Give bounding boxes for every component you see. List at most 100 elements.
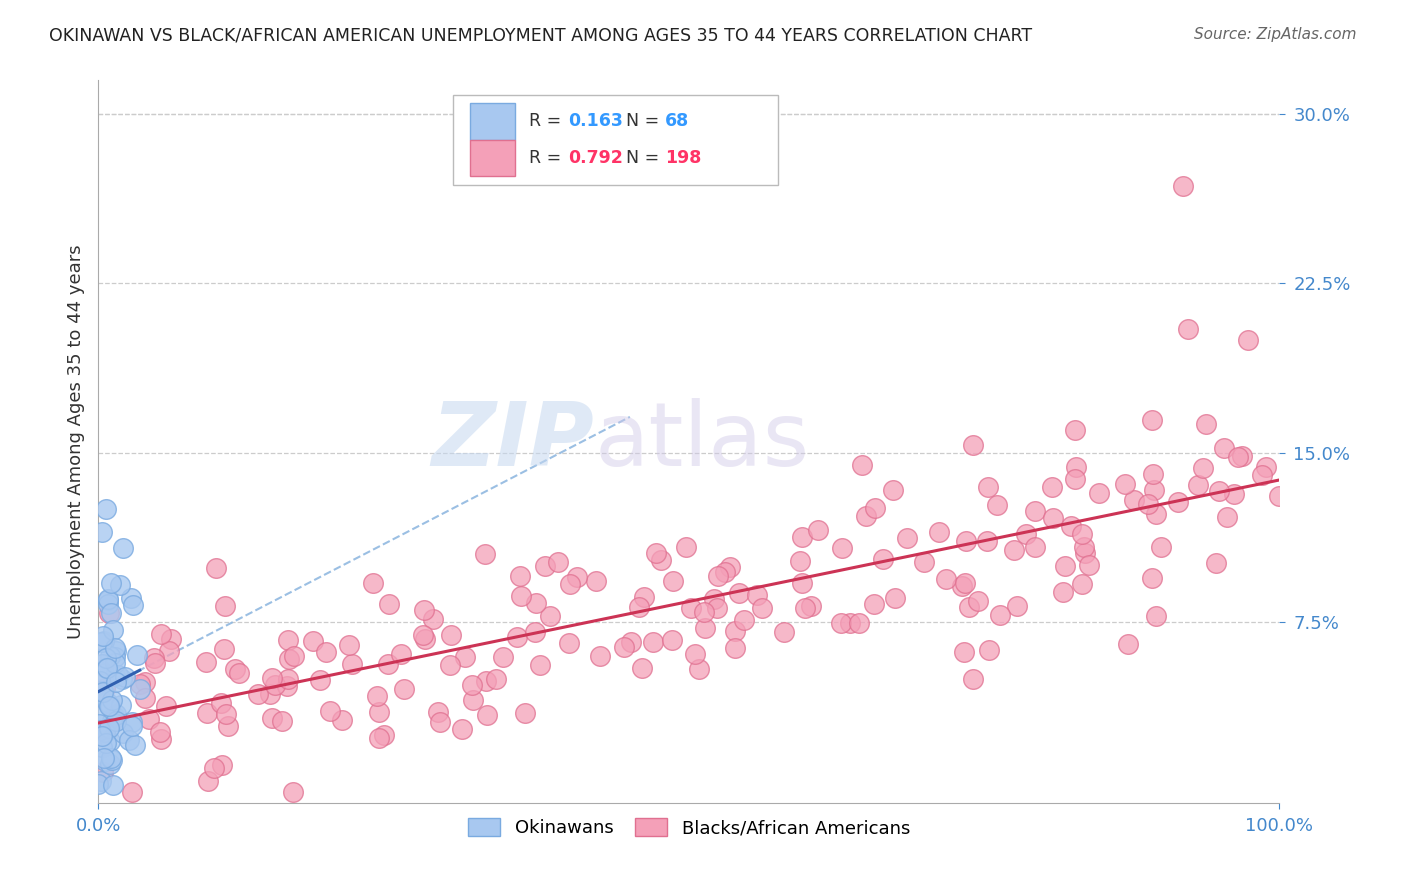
Point (872, 552, 894, 566)
Point (1187, 477, 1209, 491)
Point (112, 726, 135, 740)
Point (277, 652, 299, 666)
Point (585, 574, 607, 588)
Point (724, 624, 747, 639)
Point (1142, 467, 1164, 481)
Point (97, 606, 120, 620)
Point (1195, 417, 1218, 432)
Point (98, 756, 121, 771)
Point (962, 672, 984, 686)
Point (728, 586, 751, 600)
Point (89, 717, 111, 731)
Point (1137, 497, 1160, 511)
Point (149, 627, 172, 641)
Point (103, 714, 125, 728)
Point (650, 553, 672, 567)
Point (1144, 508, 1167, 522)
Text: N =: N = (626, 112, 665, 130)
Point (366, 689, 388, 703)
Point (340, 657, 363, 671)
Point (283, 784, 305, 798)
Point (91, 629, 114, 643)
Point (94, 725, 117, 739)
Point (377, 657, 399, 671)
Point (91, 657, 114, 671)
Point (492, 649, 515, 664)
Point (794, 600, 817, 615)
Point (96, 736, 118, 750)
Point (706, 569, 728, 583)
Point (100, 575, 122, 590)
Point (412, 628, 434, 642)
Point (100, 607, 122, 621)
Bar (471, 103, 516, 139)
Point (439, 658, 461, 673)
Point (1150, 541, 1173, 555)
Point (120, 591, 142, 605)
Point (896, 531, 918, 545)
Point (160, 632, 183, 647)
Point (1237, 333, 1260, 347)
Point (105, 644, 128, 658)
Point (93, 633, 115, 648)
Text: Source: ZipAtlas.com: Source: ZipAtlas.com (1194, 27, 1357, 42)
Point (104, 707, 127, 722)
Point (862, 597, 884, 611)
Point (627, 599, 650, 614)
Point (450, 722, 472, 736)
Point (661, 632, 683, 647)
Point (107, 667, 129, 681)
Point (330, 713, 353, 727)
Point (378, 598, 401, 612)
Point (967, 594, 990, 608)
Point (848, 615, 870, 630)
Point (1140, 571, 1163, 585)
Point (283, 649, 305, 664)
Point (613, 640, 636, 655)
Point (1116, 637, 1139, 651)
Point (1087, 485, 1109, 500)
Point (318, 704, 340, 718)
Point (515, 706, 537, 721)
Point (97, 592, 120, 607)
Point (950, 579, 973, 593)
Point (1073, 540, 1095, 554)
Point (631, 661, 654, 675)
Point (977, 480, 1000, 494)
Point (100, 714, 122, 729)
Point (90, 524, 112, 539)
Point (129, 677, 152, 691)
Point (1226, 450, 1249, 464)
Point (91, 635, 114, 649)
Point (143, 656, 166, 670)
Point (1024, 540, 1046, 554)
Point (977, 643, 1000, 657)
Point (197, 773, 219, 788)
Point (839, 616, 862, 631)
Point (122, 598, 145, 612)
Point (1192, 460, 1215, 475)
Point (134, 691, 156, 706)
Point (863, 500, 886, 515)
Point (246, 687, 269, 701)
Point (800, 599, 823, 614)
Point (204, 561, 226, 575)
Point (276, 680, 298, 694)
Point (98, 721, 121, 735)
Point (1042, 511, 1064, 525)
Point (103, 778, 125, 792)
Point (103, 656, 125, 670)
Point (461, 692, 484, 706)
Point (693, 605, 716, 619)
Point (224, 662, 246, 676)
Point (1212, 441, 1234, 455)
Point (475, 707, 498, 722)
Point (195, 655, 218, 669)
Point (1064, 423, 1087, 437)
Point (688, 662, 710, 676)
Point (89, 687, 111, 701)
Point (209, 697, 232, 711)
Point (790, 576, 813, 591)
Text: 0.792: 0.792 (568, 149, 623, 167)
Point (789, 554, 811, 568)
